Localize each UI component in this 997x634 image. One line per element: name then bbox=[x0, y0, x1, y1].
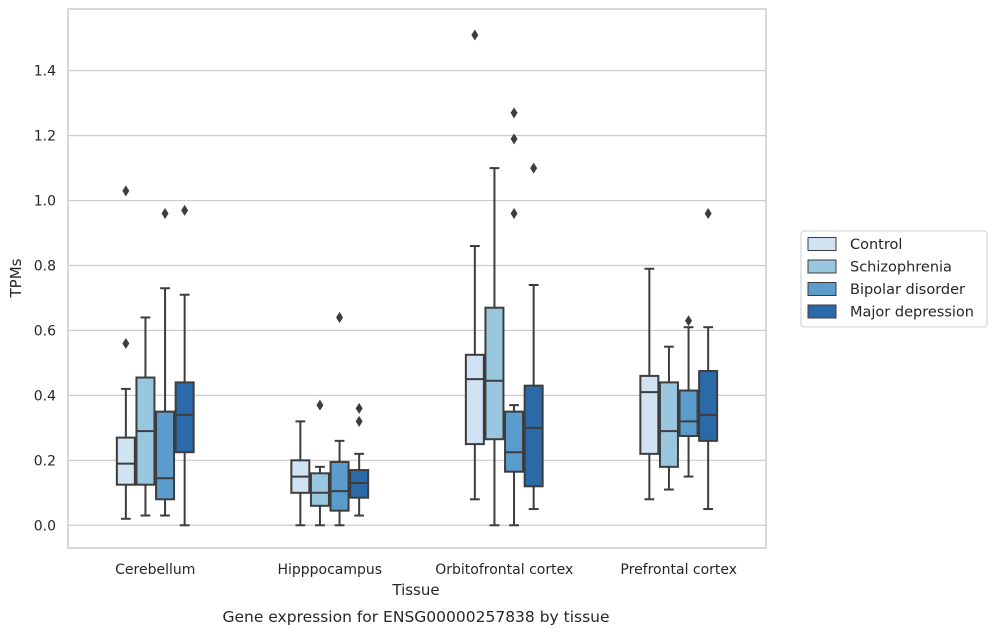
box-iqr bbox=[639, 374, 660, 455]
x-axis-ticks: Cerebellum Hipppocampus Orbitofrontal cort… bbox=[115, 562, 737, 578]
box-control bbox=[115, 185, 136, 520]
box-bipolar-disorder bbox=[504, 107, 525, 527]
box-major-depression bbox=[349, 402, 370, 517]
outlier-marker bbox=[161, 208, 169, 220]
outlier-marker bbox=[181, 204, 189, 216]
y-tick-label: 0.8 bbox=[34, 259, 56, 275]
box-iqr bbox=[174, 381, 195, 454]
box-plot-series bbox=[115, 29, 719, 527]
legend-swatch bbox=[807, 237, 837, 251]
legend-swatch bbox=[807, 282, 837, 296]
box-schizophrenia bbox=[658, 345, 679, 491]
outlier-marker bbox=[685, 315, 693, 327]
x-tick-label: Hipppocampus bbox=[277, 562, 382, 578]
box-schizophrenia bbox=[484, 167, 505, 527]
box-control bbox=[464, 29, 485, 501]
legend-label: Control bbox=[850, 237, 902, 253]
box-major-depression bbox=[523, 162, 544, 511]
x-tick-label: Prefrontal cortex bbox=[620, 562, 737, 578]
y-tick-label: 0.0 bbox=[34, 518, 56, 534]
box-iqr bbox=[504, 410, 525, 473]
box-schizophrenia bbox=[309, 399, 330, 527]
x-tick-label: Cerebellum bbox=[115, 562, 195, 578]
outlier-marker bbox=[122, 337, 130, 349]
y-tick-label: 1.0 bbox=[34, 194, 56, 210]
box-iqr bbox=[115, 436, 136, 486]
outlier-marker bbox=[316, 399, 324, 411]
box-schizophrenia bbox=[135, 316, 156, 517]
legend-label: Schizophrenia bbox=[850, 260, 952, 276]
box-iqr bbox=[523, 384, 544, 488]
box-iqr bbox=[678, 389, 699, 437]
legend-swatch bbox=[807, 304, 837, 319]
box-major-depression bbox=[174, 204, 195, 527]
x-axis-label: Tissue bbox=[391, 581, 439, 599]
legend-swatch bbox=[807, 259, 837, 274]
y-tick-label: 0.4 bbox=[34, 388, 56, 404]
outlier-marker bbox=[510, 133, 518, 145]
box-bipolar-disorder bbox=[155, 208, 176, 517]
chart-caption: Gene expression for ENSG00000257838 by t… bbox=[222, 608, 609, 626]
outlier-marker bbox=[510, 208, 518, 220]
y-axis-label: TPMs bbox=[7, 258, 25, 298]
box-iqr bbox=[329, 460, 350, 512]
box-iqr bbox=[155, 410, 176, 501]
outlier-marker bbox=[355, 415, 363, 427]
plot-frame bbox=[67, 8, 767, 549]
box-iqr bbox=[464, 353, 485, 446]
box-bipolar-disorder bbox=[329, 311, 350, 527]
y-tick-label: 0.6 bbox=[34, 323, 56, 339]
y-axis-ticks: 0.0 0.2 0.4 0.6 0.8 1.0 1.2 1.4 bbox=[34, 64, 56, 535]
y-tick-label: 0.2 bbox=[34, 453, 56, 469]
box-major-depression bbox=[698, 208, 719, 511]
x-tick-label: Orbitofrontal cortex bbox=[435, 562, 573, 578]
legend-label: Bipolar disorder bbox=[850, 282, 965, 298]
outlier-marker bbox=[122, 185, 130, 197]
box-iqr bbox=[484, 306, 505, 441]
box-bipolar-disorder bbox=[678, 315, 699, 478]
outlier-marker bbox=[704, 208, 712, 220]
outlier-marker bbox=[530, 162, 538, 174]
outlier-marker bbox=[471, 29, 479, 41]
box-control bbox=[290, 420, 311, 527]
legend-label: Major depression bbox=[850, 305, 974, 321]
outlier-marker bbox=[336, 311, 344, 323]
outlier-marker bbox=[510, 107, 518, 119]
box-iqr bbox=[309, 472, 330, 507]
box-iqr bbox=[698, 370, 719, 442]
box-control bbox=[639, 267, 660, 501]
legend: Control Schizophrenia Bipolar disorder Majo… bbox=[800, 230, 988, 328]
legend-frame bbox=[800, 230, 988, 328]
outlier-marker bbox=[355, 402, 363, 414]
y-tick-label: 1.4 bbox=[34, 64, 56, 80]
box-iqr bbox=[658, 381, 679, 468]
y-tick-label: 1.2 bbox=[34, 129, 56, 145]
